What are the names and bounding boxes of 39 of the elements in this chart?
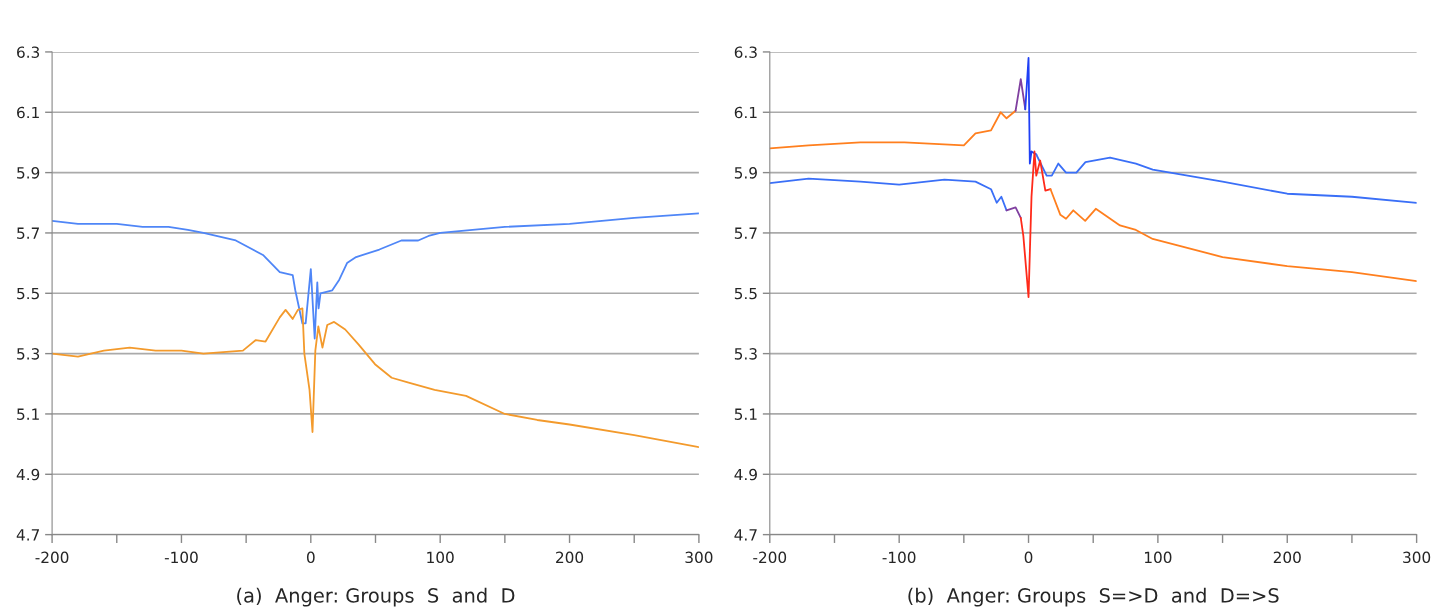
- y-tick-label: 5.7: [17, 227, 39, 239]
- y-tick-label: 4.7: [16, 529, 39, 541]
- x-tick-label: 0: [306, 551, 315, 564]
- x-tick-label: 0: [1024, 551, 1033, 564]
- text: (a) Anger: Groups S and D: [237, 587, 515, 607]
- y-tick-label: 6.1: [734, 106, 757, 119]
- x-tick-label: -200: [753, 551, 787, 564]
- y-tick-label: 5.1: [17, 408, 39, 420]
- y-tick-label: 4.7: [734, 529, 757, 541]
- y-tick-label: 6.3: [734, 46, 757, 58]
- line-series: [769, 177, 1008, 212]
- y-tick-label: 5.5: [17, 287, 39, 300]
- line-series: [52, 307, 699, 449]
- y-tick-label: 5.9: [734, 167, 757, 179]
- x-tick-label: 200: [556, 551, 584, 564]
- y-tick-label: 5.3: [17, 348, 40, 360]
- text: (b) Anger: Groups S=>D and D=>S: [908, 587, 1279, 607]
- y-tick-label: 5.3: [734, 348, 757, 360]
- x-tick-label: -200: [35, 551, 69, 564]
- y-tick-label: 4.9: [16, 468, 40, 481]
- y-tick-label: 5.9: [17, 167, 40, 179]
- y-tick-label: 6.1: [17, 106, 39, 119]
- line-series: [1019, 150, 1052, 299]
- x-tick-label: 100: [1144, 551, 1172, 564]
- y-tick-label: 4.9: [734, 468, 757, 481]
- line-series: [769, 109, 1017, 150]
- x-tick-label: 200: [1273, 551, 1301, 564]
- x-tick-label: -100: [164, 551, 198, 564]
- y-tick-label: 6.3: [17, 46, 40, 58]
- line-series: [1049, 188, 1417, 283]
- line-series: [52, 212, 699, 340]
- x-tick-label: 100: [427, 551, 454, 564]
- y-tick-label: 5.5: [734, 287, 757, 300]
- x-tick-label: -100: [882, 551, 916, 564]
- y-tick-label: 5.7: [734, 227, 757, 239]
- line-series: [1035, 153, 1417, 204]
- x-tick-label: 300: [1403, 551, 1431, 564]
- x-tick-label: 300: [685, 551, 713, 564]
- y-tick-label: 5.1: [734, 408, 757, 420]
